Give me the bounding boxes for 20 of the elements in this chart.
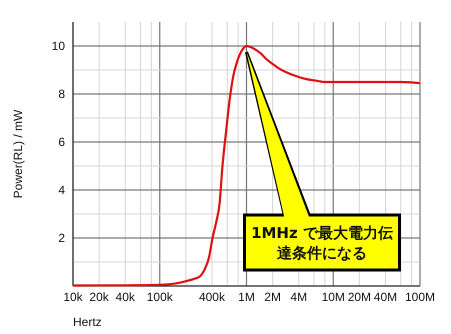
annotation: 1MHz で最大電力伝達条件になる — [251, 224, 393, 262]
x-tick-label: 4M — [290, 290, 308, 304]
x-tick-label: 100M — [404, 290, 436, 304]
x-tick-label: 40M — [374, 290, 398, 304]
y-tick-label: 4 — [58, 183, 66, 197]
x-tick-label: 10M — [322, 290, 345, 304]
y-tick-label: 8 — [58, 87, 66, 101]
x-tick-label: 400k — [198, 290, 226, 304]
x-tick-label: 40k — [116, 290, 136, 304]
y-axis-title: Power(RL) / mW — [11, 108, 25, 198]
x-tick-label: 2M — [264, 290, 281, 304]
x-tick-label: 10k — [63, 290, 84, 304]
x-tick-label: 20k — [89, 290, 110, 304]
x-tick-label: 20M — [348, 290, 372, 304]
x-axis-title: Hertz — [73, 315, 102, 329]
y-tick-label: 6 — [58, 135, 66, 149]
y-tick-label: 2 — [58, 231, 66, 245]
x-tick-label: 100k — [146, 290, 174, 304]
x-tick-label: 1M — [238, 290, 255, 304]
y-tick-label: 10 — [52, 39, 66, 53]
